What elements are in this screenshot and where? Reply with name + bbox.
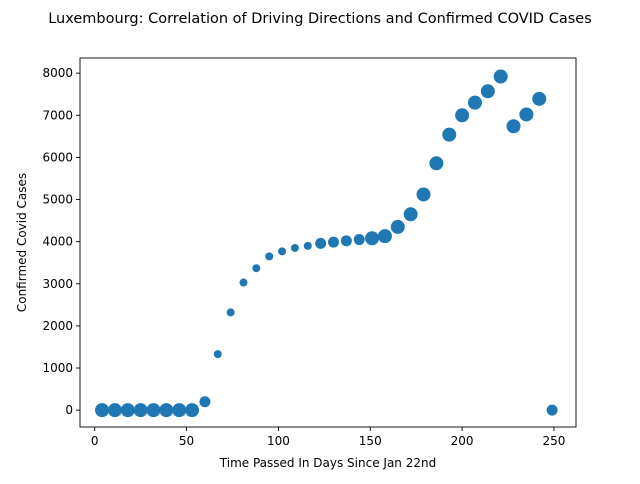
y-tick-label: 1000	[42, 361, 73, 375]
x-tick-label: 150	[359, 434, 382, 448]
scatter-point	[390, 219, 405, 234]
scatter-point	[532, 91, 547, 106]
scatter-point	[403, 207, 418, 222]
scatter-point	[265, 252, 274, 261]
scatter-point	[353, 234, 365, 246]
x-axis-label: Time Passed In Days Since Jan 22nd	[219, 456, 436, 470]
y-tick-label: 2000	[42, 319, 73, 333]
y-tick-label: 3000	[42, 277, 73, 291]
scatter-point	[185, 403, 200, 418]
y-tick-label: 6000	[42, 150, 73, 164]
scatter-point	[95, 403, 110, 418]
scatter-point	[340, 235, 352, 247]
scatter-point	[303, 241, 312, 250]
scatter-point	[239, 278, 248, 287]
y-axis-label: Confirmed Covid Cases	[15, 173, 29, 312]
scatter-point	[146, 403, 161, 418]
scatter-point	[133, 403, 148, 418]
scatter-point	[493, 69, 508, 84]
scatter-point	[252, 264, 261, 273]
scatter-point	[290, 243, 299, 252]
scatter-point	[365, 231, 380, 246]
scatter-point	[442, 127, 457, 142]
scatter-point	[159, 403, 174, 418]
x-tick-label: 50	[179, 434, 194, 448]
x-tick-label: 200	[451, 434, 474, 448]
scatter-point	[377, 229, 392, 244]
scatter-point	[416, 187, 431, 202]
scatter-point	[278, 247, 287, 256]
scatter-point	[315, 237, 327, 249]
y-tick-label: 0	[65, 403, 73, 417]
scatter-point	[467, 95, 482, 110]
x-tick-label: 100	[267, 434, 290, 448]
scatter-point	[107, 403, 122, 418]
scatter-point	[328, 236, 340, 248]
data-points	[95, 69, 558, 418]
y-tick-label: 5000	[42, 193, 73, 207]
axis-ticks: 0 50 100 150 200 250 0 1000 2000 3000 4000 5000 6000…	[42, 66, 565, 448]
chart-title: Luxembourg: Correlation of Driving Direc…	[48, 11, 592, 27]
x-tick-label: 0	[91, 434, 99, 448]
plot-area-frame	[79, 57, 577, 428]
y-tick-label: 7000	[42, 108, 73, 122]
y-tick-label: 4000	[42, 235, 73, 249]
scatter-point	[455, 108, 470, 123]
scatter-point	[546, 404, 558, 416]
scatter-point	[172, 403, 187, 418]
scatter-point	[506, 119, 521, 134]
scatter-point	[199, 396, 211, 408]
scatter-point	[429, 156, 444, 171]
x-tick-label: 250	[543, 434, 566, 448]
scatter-point	[120, 403, 135, 418]
scatter-point	[226, 308, 235, 317]
scatter-point	[480, 84, 495, 99]
scatter-point	[213, 350, 222, 359]
y-tick-label: 8000	[42, 66, 73, 80]
scatter-point	[519, 107, 534, 122]
